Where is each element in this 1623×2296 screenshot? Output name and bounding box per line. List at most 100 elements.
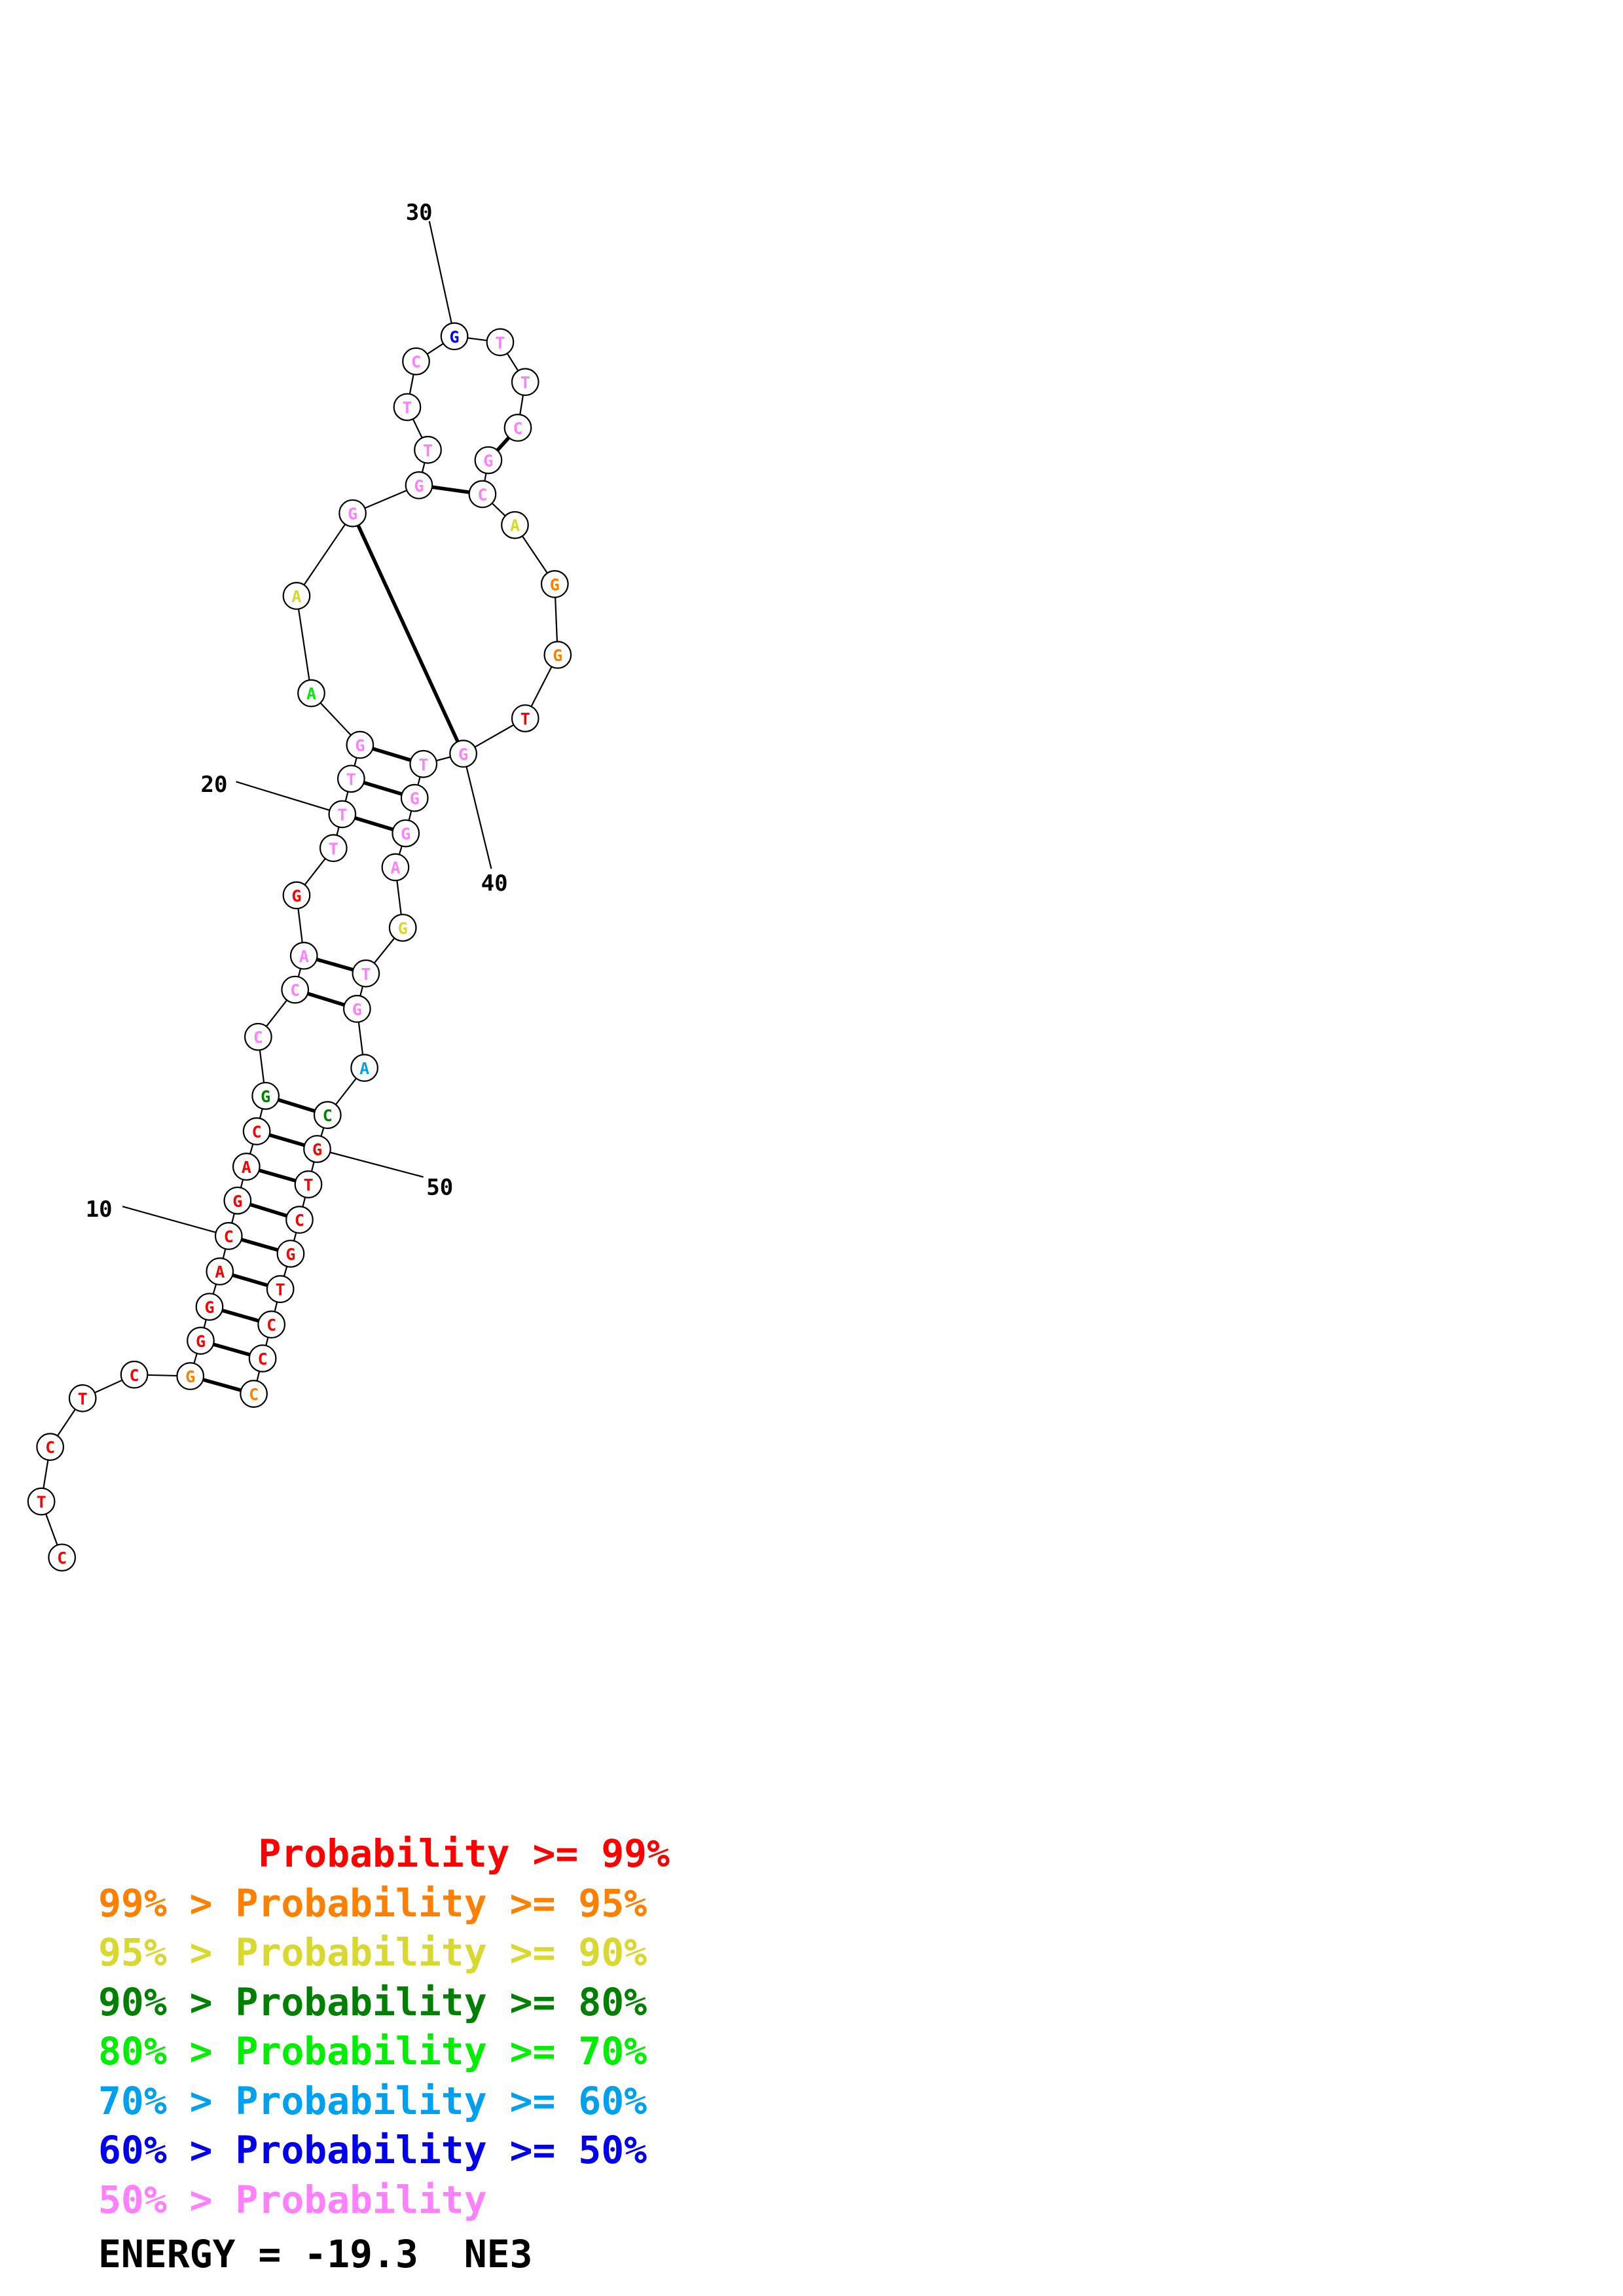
nucleotide-circle — [350, 1054, 378, 1082]
nucleotide-circle — [402, 347, 430, 376]
base-pair-line — [232, 1273, 268, 1287]
base-pair-line — [496, 436, 511, 452]
nucleotide-circle — [392, 819, 420, 848]
nucleotide-circle — [319, 834, 348, 863]
nucleotide: T — [414, 435, 442, 464]
position-tick-line — [428, 221, 456, 337]
nucleotide: T — [393, 393, 422, 422]
nucleotide: C — [48, 1543, 77, 1572]
nucleotide-letter: C — [290, 981, 300, 1000]
nucleotide-circle — [486, 328, 515, 357]
nucleotide-circle — [388, 914, 417, 942]
nucleotide: T — [511, 368, 539, 397]
nucleotide-letter: G — [398, 919, 408, 938]
legend-row: Probability >= 99% — [98, 1831, 670, 1876]
nucleotide-circle — [232, 1153, 261, 1181]
nucleotide-circle — [503, 414, 532, 442]
position-labels: 10 20 30 40 50 — [86, 200, 508, 1237]
nucleotide: C — [240, 1380, 268, 1408]
nucleotide-letter: A — [510, 516, 520, 535]
nucleotide-circle — [468, 480, 497, 509]
position-label-50: 50 — [426, 1174, 453, 1200]
nucleotide: G — [400, 783, 429, 812]
nucleotide-circle — [352, 959, 380, 988]
nucleotide-circle — [303, 1135, 331, 1163]
legend-row: 70% > Probability >= 60% — [98, 2078, 647, 2123]
nucleotide-letter: G — [401, 825, 410, 844]
nucleotide-letter: G — [285, 1245, 295, 1264]
nucleotide-letter: G — [483, 452, 493, 471]
nucleotide-letter: C — [258, 1350, 268, 1369]
position-label-20: 20 — [200, 772, 227, 798]
nucleotide-circle — [511, 704, 539, 732]
nucleotide-circle — [338, 499, 367, 528]
legend-row: 95% > Probability >= 90% — [98, 1930, 647, 1975]
base-pair-line — [221, 1308, 259, 1323]
nucleotide-letter: G — [232, 1192, 242, 1211]
nucleotide-letter: T — [78, 1390, 88, 1408]
nucleotide: G — [282, 881, 311, 910]
nucleotide: G — [392, 819, 420, 848]
nucleotide-circle — [313, 1101, 342, 1130]
nucleotide: G — [276, 1240, 305, 1268]
nucleotide-circle — [328, 800, 357, 829]
nucleotide-letter: C — [252, 1122, 262, 1141]
nucleotide-letter: G — [355, 736, 365, 755]
nucleotide: G — [440, 322, 469, 351]
nucleotide-circle — [68, 1384, 97, 1412]
nucleotide-circle — [242, 1117, 271, 1145]
nucleotide-letter: G — [261, 1087, 270, 1106]
nucleotide: T — [319, 834, 348, 863]
nucleotide-circle — [282, 582, 311, 610]
base-pair-line — [363, 781, 403, 796]
nucleotide: A — [206, 1257, 234, 1285]
nucleotide-letter: G — [553, 646, 562, 665]
nucleotide-circle — [474, 446, 503, 475]
nucleotide-letter: A — [306, 685, 316, 704]
nucleotide: T — [294, 1170, 323, 1198]
nucleotide-circle — [294, 1170, 323, 1198]
base-pair-line — [213, 1342, 251, 1357]
nucleotide-circle — [244, 1022, 272, 1051]
nucleotide-letter: T — [418, 755, 428, 774]
nucleotide-letter: C — [411, 353, 421, 372]
nucleotide: G — [474, 446, 503, 475]
nucleotide-letter: C — [266, 1316, 276, 1335]
legend-row: 90% > Probability >= 80% — [98, 1979, 647, 2024]
nucleotide: A — [501, 511, 529, 539]
nucleotide: T — [266, 1275, 295, 1303]
nucleotide-letter: T — [402, 398, 412, 417]
nucleotide-circle — [240, 1380, 268, 1408]
base-pairs — [202, 436, 511, 1392]
nucleotide-letter: C — [249, 1385, 259, 1404]
base-pair-line — [202, 1378, 242, 1392]
nucleotide-letter: G — [348, 505, 357, 524]
nucleotide-circle — [251, 1081, 280, 1110]
nucleotide-letter: G — [291, 886, 301, 905]
nucleotide: G — [223, 1186, 252, 1215]
probability-legend: Probability >= 99% 99% > Probability >= 9… — [98, 1829, 670, 2225]
nucleotide-circle — [511, 368, 539, 397]
nucleotide: C — [244, 1022, 272, 1051]
nucleotide-circle — [223, 1186, 252, 1215]
nucleotide-circle — [120, 1360, 149, 1389]
legend-row: 99% > Probability >= 95% — [98, 1880, 647, 1926]
position-label-40: 40 — [481, 870, 508, 897]
nucleotide-letter: G — [352, 1000, 362, 1019]
nucleotide: G — [388, 914, 417, 942]
nucleotide: T — [486, 328, 515, 357]
nucleotide-circle — [257, 1310, 286, 1339]
base-pair-line — [354, 816, 394, 831]
nucleotide: C — [285, 1206, 314, 1234]
energy-label: ENERGY = -19.3 NE3 — [98, 2232, 533, 2276]
nucleotide-letter: C — [477, 485, 487, 504]
base-pair-line — [431, 485, 470, 494]
nucleotide-letter: T — [276, 1280, 285, 1299]
nucleotide-letter: G — [312, 1140, 322, 1159]
position-label-10: 10 — [86, 1196, 113, 1223]
base-pair-line — [268, 1133, 305, 1147]
nucleotide-circle — [405, 471, 433, 499]
base-pair-line — [316, 958, 354, 972]
nucleotide-circle — [381, 853, 410, 882]
nucleotide: T — [337, 764, 365, 793]
